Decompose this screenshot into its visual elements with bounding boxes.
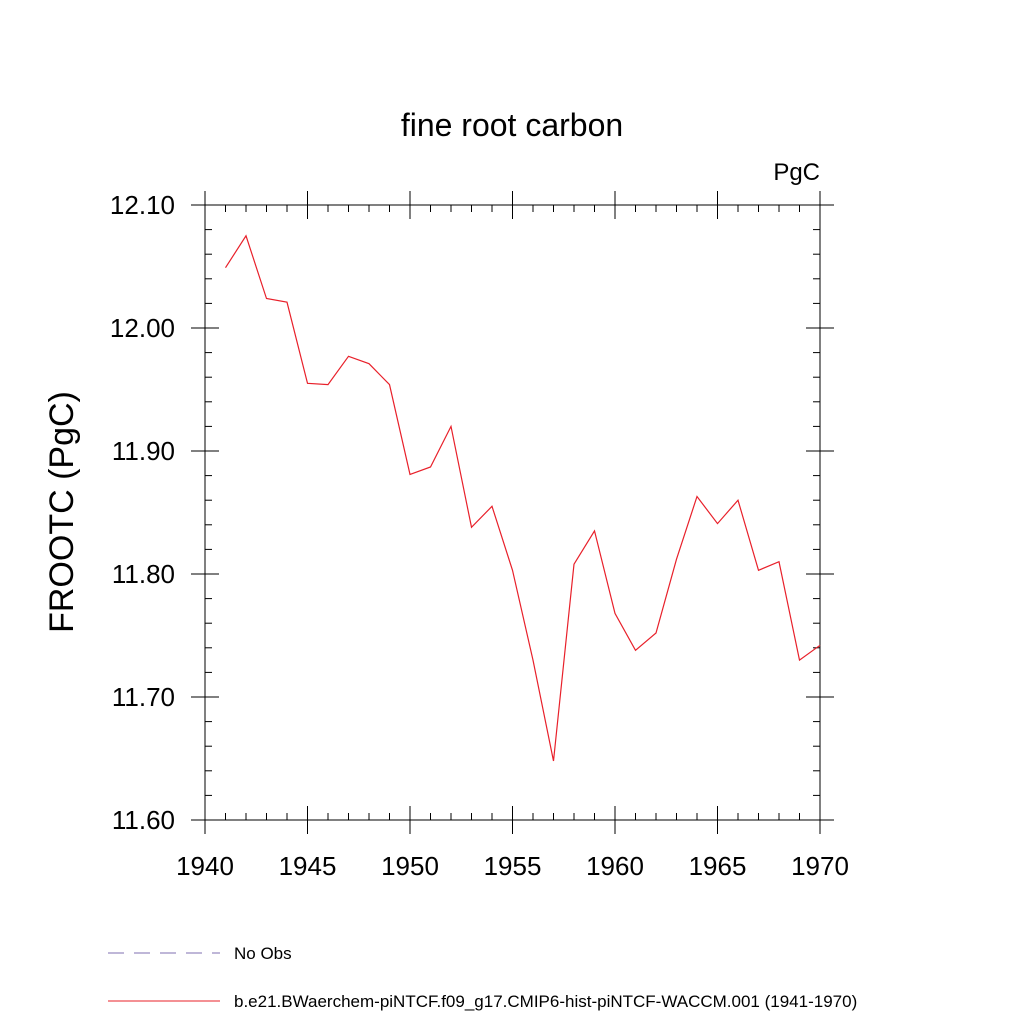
y-tick-label: 11.90 <box>112 436 175 466</box>
series-line <box>224 234 821 762</box>
legend-label-no-obs: No Obs <box>234 944 292 963</box>
x-axis: 1940 1945 1950 1955 1960 1965 1970 <box>176 191 849 881</box>
x-tick-label: 1945 <box>279 851 337 881</box>
y-axis-label: FROOTC (PgC) <box>43 391 81 633</box>
chart-title: fine root carbon <box>401 107 623 143</box>
units-label: PgC <box>773 159 820 186</box>
legend: No Obs b.e21.BWaerchem-piNTCF.f09_g17.CM… <box>108 944 857 1011</box>
y-tick-label: 11.60 <box>112 805 175 835</box>
y-tick-label: 11.70 <box>112 682 175 712</box>
legend-label-model: b.e21.BWaerchem-piNTCF.f09_g17.CMIP6-his… <box>234 992 857 1011</box>
x-tick-label: 1940 <box>176 851 234 881</box>
series-group <box>224 234 821 762</box>
y-axis: 11.60 11.70 11.80 11.90 12.00 12.10 <box>110 190 834 835</box>
x-tick-label: 1955 <box>484 851 542 881</box>
y-tick-label: 11.80 <box>112 559 175 589</box>
x-tick-label: 1960 <box>586 851 644 881</box>
x-tick-label: 1965 <box>689 851 747 881</box>
x-tick-label: 1950 <box>381 851 439 881</box>
x-tick-label: 1970 <box>791 851 849 881</box>
y-tick-label: 12.10 <box>110 190 175 220</box>
y-tick-label: 12.00 <box>110 313 175 343</box>
